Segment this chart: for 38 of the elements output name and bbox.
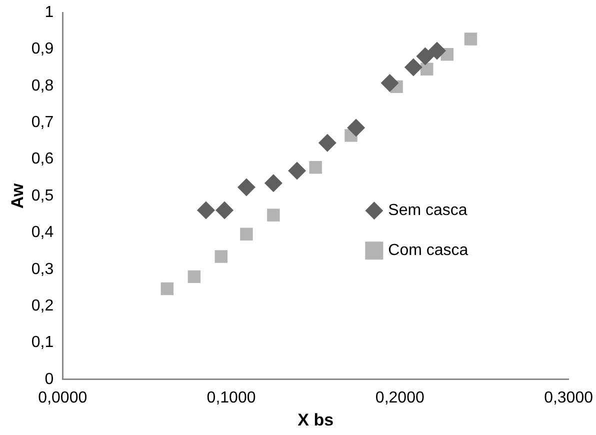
y-axis-title: Aw	[8, 182, 27, 209]
point	[416, 47, 434, 66]
y-tick-label: 0,1	[31, 334, 54, 352]
x-tick-label: 0,2000	[375, 389, 424, 406]
point	[160, 282, 174, 296]
y-tick-label: 0	[44, 370, 54, 388]
y-tick-label: 1	[44, 4, 54, 22]
x-tick-label: 0,0000	[38, 389, 88, 406]
point	[347, 118, 366, 137]
point	[240, 228, 253, 241]
point	[380, 74, 399, 92]
y-tick-label: 0,3	[31, 260, 54, 278]
y-tick-label: 0,4	[31, 224, 54, 242]
x-tick-label: 0,3000	[544, 389, 594, 406]
y-tick-label: 0,5	[31, 187, 54, 204]
legend-label: Sem casca	[388, 202, 468, 220]
point	[196, 201, 215, 220]
point	[318, 134, 336, 152]
y-tick-label: 0,6	[31, 150, 54, 168]
point	[237, 178, 256, 196]
x-axis-title: X bs	[298, 410, 334, 430]
point	[288, 162, 306, 180]
point	[428, 42, 446, 60]
y-tick-label: 0,7	[31, 114, 54, 132]
point	[420, 62, 434, 76]
point	[267, 208, 280, 222]
legend-label: Com casca	[388, 242, 468, 260]
point	[404, 58, 422, 76]
y-tick-label: 0,2	[31, 297, 54, 314]
point	[309, 161, 322, 174]
y-tick-label: 0,8	[31, 77, 54, 94]
point	[264, 174, 282, 192]
point	[464, 32, 478, 46]
x-tick-label: 0,1000	[206, 389, 256, 406]
point	[216, 201, 234, 220]
point	[214, 250, 228, 263]
point	[188, 270, 201, 284]
y-tick-label: 0,9	[31, 40, 54, 58]
